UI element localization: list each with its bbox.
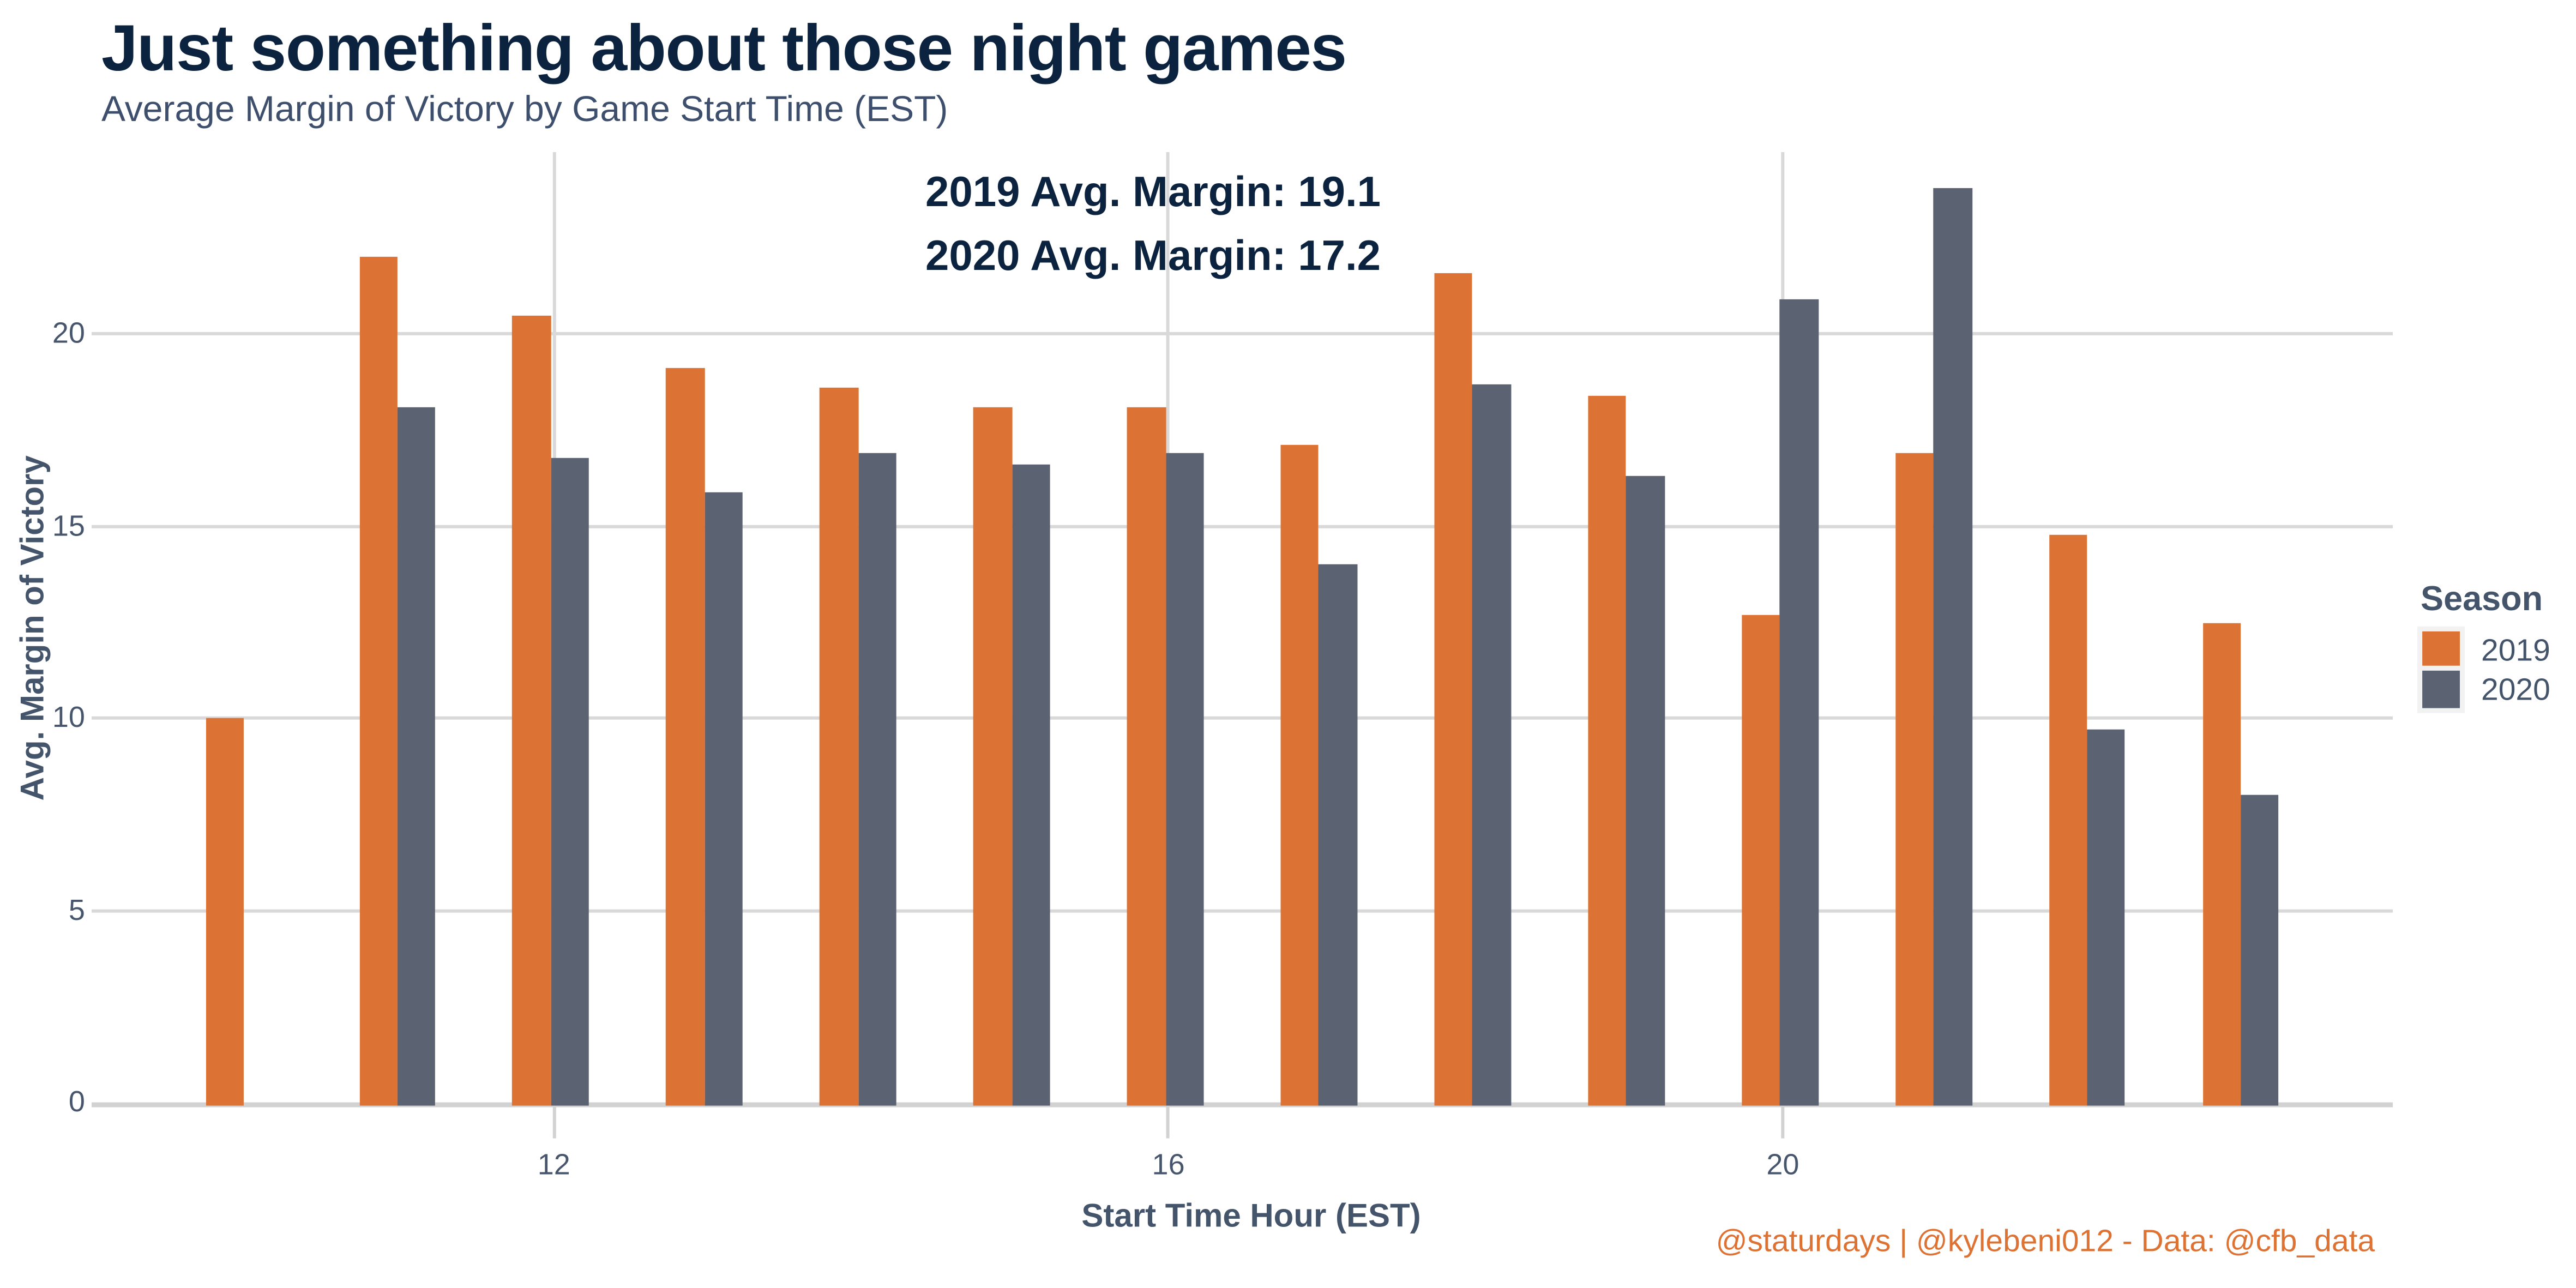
bar-2020-hour-14 — [858, 453, 896, 1106]
bar-2020-hour-16 — [1165, 453, 1204, 1106]
bar-2019-hour-10 — [205, 718, 244, 1106]
bar-2020-hour-19 — [1626, 476, 1665, 1106]
bar-2020-hour-15 — [1012, 465, 1050, 1106]
bar-2020-hour-12 — [551, 457, 589, 1106]
chart-subtitle: Average Margin of Victory by Game Start … — [101, 88, 948, 129]
legend-label-2019: 2019 — [2481, 634, 2550, 669]
bar-2019-hour-15 — [973, 407, 1012, 1106]
bar-2020-hour-17 — [1319, 564, 1358, 1106]
chart-title: Just something about those night games — [101, 13, 1347, 85]
bar-2019-hour-14 — [820, 388, 858, 1106]
x-axis-line — [92, 1103, 2393, 1108]
bar-2020-hour-22 — [2087, 730, 2126, 1106]
y-tick-label-15: 15 — [52, 509, 85, 542]
x-tick-mark-20 — [1781, 1103, 1785, 1139]
bar-2019-hour-17 — [1280, 446, 1319, 1106]
y-tick-label-10: 10 — [52, 701, 85, 735]
bar-2019-hour-21 — [1895, 453, 1934, 1106]
x-tick-mark-16 — [1166, 1103, 1170, 1139]
bar-2020-hour-18 — [1472, 384, 1511, 1106]
bar-2019-hour-12 — [513, 315, 551, 1106]
bar-2020-hour-13 — [705, 491, 743, 1106]
bar-2019-hour-11 — [359, 257, 398, 1106]
gridline-y-10 — [92, 717, 2393, 720]
bar-2020-hour-23 — [2241, 795, 2279, 1106]
bar-2019-hour-19 — [1588, 395, 1627, 1106]
gridline-y-20 — [92, 332, 2393, 336]
bar-2019-hour-20 — [1741, 615, 1780, 1106]
x-tick-label-16: 16 — [1152, 1148, 1185, 1182]
annotation-2020-avg-margin: 2020 Avg. Margin: 17.2 — [925, 230, 1381, 280]
legend-swatch-2020 — [2417, 665, 2465, 713]
bar-2020-hour-20 — [1779, 299, 1819, 1106]
bar-2020-hour-11 — [397, 407, 436, 1106]
x-tick-label-12: 12 — [537, 1148, 570, 1182]
bar-2019-hour-23 — [2202, 622, 2241, 1106]
gridline-y-15 — [92, 525, 2393, 528]
legend-swatch-2019 — [2417, 626, 2465, 674]
bar-2019-hour-13 — [666, 369, 705, 1106]
y-axis-label: Avg. Margin of Victory — [15, 455, 52, 801]
y-tick-label-20: 20 — [52, 317, 85, 350]
y-tick-label-0: 0 — [68, 1085, 85, 1118]
x-tick-mark-12 — [552, 1103, 556, 1139]
annotation-2019-avg-margin: 2019 Avg. Margin: 19.1 — [925, 166, 1381, 216]
y-tick-label-5: 5 — [68, 893, 85, 926]
caption-credits: @staturdays | @kylebeni012 - Data: @cfb_… — [1716, 1225, 2375, 1260]
legend-title: Season — [2421, 580, 2543, 618]
bar-2019-hour-22 — [2049, 534, 2087, 1106]
x-tick-label-20: 20 — [1766, 1148, 1799, 1182]
gridline-y-5 — [92, 909, 2393, 913]
x-axis-label: Start Time Hour (EST) — [1081, 1199, 1421, 1235]
bar-2019-hour-16 — [1127, 407, 1166, 1106]
bar-2019-hour-18 — [1434, 272, 1473, 1106]
legend-label-2020: 2020 — [2481, 673, 2550, 708]
bar-2020-hour-21 — [1933, 188, 1972, 1106]
